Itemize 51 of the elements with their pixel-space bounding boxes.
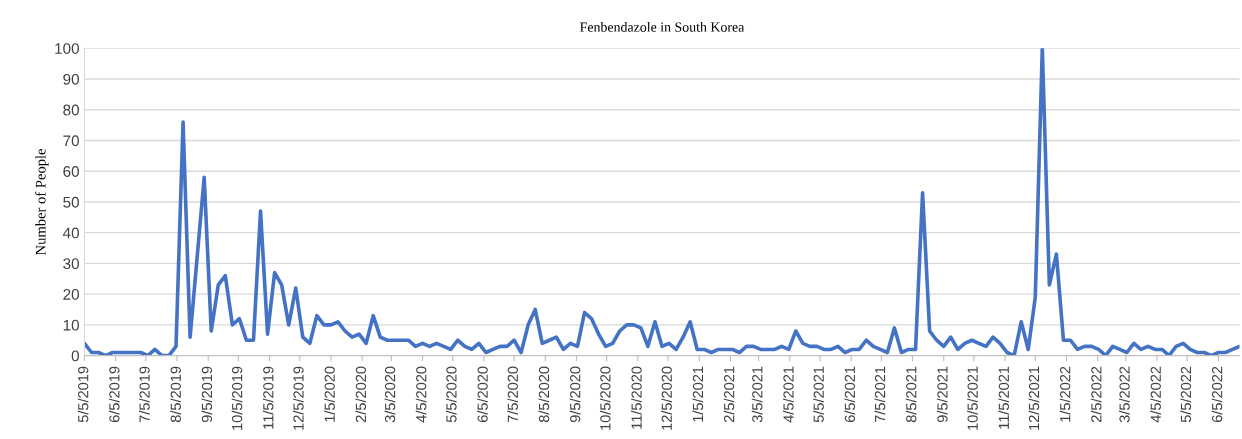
chart-title: Fenbendazole in South Korea	[580, 21, 745, 32]
y-tick-label: 10	[63, 319, 79, 331]
x-tick-label: 5/5/2019	[77, 366, 89, 423]
x-tick-label: 6/5/2021	[844, 366, 856, 423]
y-tick-label: 70	[63, 135, 79, 147]
y-tick-label: 80	[63, 104, 79, 116]
x-tick-label: 12/5/2019	[292, 366, 304, 430]
x-tick-label: 4/5/2022	[1150, 366, 1161, 423]
x-tick-label: 6/5/2019	[108, 366, 120, 423]
y-tick-label: 50	[63, 196, 79, 208]
x-tick-label: 8/5/2020	[538, 366, 550, 423]
x-tick-label: 2/5/2022	[1090, 366, 1102, 423]
x-tick-label: 10/5/2021	[967, 366, 978, 430]
y-tick-label: 20	[63, 289, 79, 300]
y-tick-label: 100	[55, 43, 79, 54]
x-tick-label: 5/5/2021	[813, 366, 824, 423]
y-tick-label: 60	[63, 166, 79, 177]
x-tick-label: 5/5/2020	[445, 366, 457, 423]
x-tick-label: 1/5/2022	[1059, 366, 1071, 422]
x-tick-label: 4/5/2021	[782, 366, 794, 423]
x-tick-label: 10/5/2019	[231, 366, 243, 430]
x-tick-label: 5/5/2022	[1180, 366, 1192, 423]
x-tick-label: 3/5/2021	[751, 366, 763, 423]
x-tick-label: 11/5/2020	[631, 366, 642, 429]
x-tick-label: 6/5/2020	[477, 366, 488, 423]
x-tick-label: 4/5/2020	[415, 366, 427, 423]
x-tick-label: 8/5/2021	[905, 366, 917, 423]
x-tick-label: 3/5/2022	[1119, 366, 1130, 423]
x-tick-label: 10/5/2020	[599, 366, 611, 430]
x-tick-label: 11/5/2019	[262, 366, 274, 429]
x-tick-label: 12/5/2020	[661, 366, 672, 430]
x-tick-label: 9/5/2019	[201, 366, 213, 423]
x-tick-label: 12/5/2021	[1028, 366, 1040, 430]
y-tick-label: 40	[62, 227, 79, 239]
y-tick-label: 30	[63, 258, 79, 270]
x-tick-label: 8/5/2019	[170, 366, 181, 423]
x-tick-label: 9/5/2020	[569, 366, 581, 423]
x-tick-label: 1/5/2021	[692, 366, 704, 422]
y-axis-title: Number of People	[35, 148, 49, 255]
x-tick-label: 2/5/2020	[355, 366, 367, 423]
y-tick-label: 0	[71, 350, 79, 362]
x-tick-label: 1/5/2020	[324, 366, 335, 422]
y-tick-label: 90	[63, 73, 79, 85]
x-tick-label: 6/5/2022	[1211, 366, 1223, 423]
x-tick-label: 11/5/2021	[998, 366, 1009, 429]
x-tick-label: 7/5/2021	[874, 366, 886, 423]
x-tick-label: 2/5/2021	[723, 366, 735, 423]
x-tick-label: 9/5/2021	[936, 366, 948, 423]
x-tick-label: 3/5/2020	[384, 366, 396, 423]
x-tick-label: 7/5/2019	[139, 366, 150, 423]
x-tick-label: 7/5/2020	[507, 366, 518, 423]
